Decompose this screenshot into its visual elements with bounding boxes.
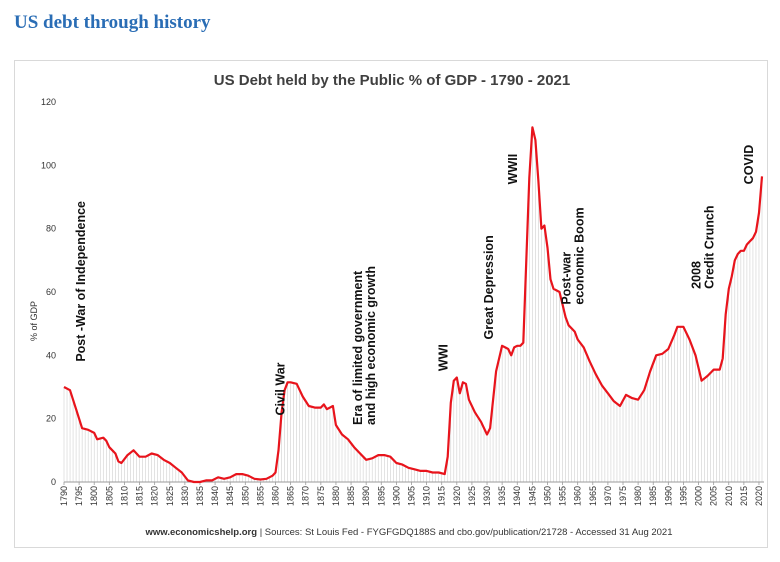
source-details: | Sources: St Louis Fed - FYGFGDQ188S an… [257, 527, 672, 538]
source-site: www.economicshelp.org [145, 527, 258, 538]
x-tick-label: 1930 [482, 486, 492, 506]
y-tick-label: 20 [46, 414, 56, 424]
annotation: Great Depression [482, 235, 496, 339]
x-tick-label: 1835 [195, 486, 205, 506]
x-tick-label: 1935 [497, 486, 507, 506]
area-hatching [63, 127, 763, 482]
x-tick-label: 1965 [588, 486, 598, 506]
annotation: Post-war economic Boom [560, 207, 587, 304]
x-tick-label: 1875 [316, 486, 326, 506]
y-tick-label: 0 [51, 477, 56, 487]
x-tick-label: 1830 [180, 486, 190, 506]
chart-title: US Debt held by the Public % of GDP - 17… [214, 72, 570, 89]
annotation-text: WWII [506, 154, 520, 185]
annotation: 2008 Credit Crunch [690, 205, 717, 288]
x-tick-label: 1905 [406, 486, 416, 506]
x-tick-labels: 1790 1795 1800 1805 1810 1815 1820 1825 1830 1835… [59, 482, 764, 506]
x-tick-label: 1985 [648, 486, 658, 506]
y-tick-label: 80 [46, 224, 56, 234]
x-tick-label: 2015 [739, 486, 749, 506]
annotation-text: Civil War [274, 362, 288, 415]
x-tick-label: 1980 [633, 486, 643, 506]
x-tick-label: 1880 [331, 486, 341, 506]
y-axis-label: % of GDP [29, 301, 39, 341]
x-tick-label: 1890 [361, 486, 371, 506]
x-tick-label: 1970 [603, 486, 613, 506]
x-tick-label: 1845 [225, 486, 235, 506]
series-line-layer [63, 126, 764, 484]
annotation-text: Post-war [560, 252, 574, 305]
x-tick-label: 1825 [165, 486, 175, 506]
chart-card: US Debt held by the Public % of GDP - 17… [14, 60, 768, 548]
x-tick-label: 2020 [754, 486, 764, 506]
x-tick-label: 1870 [301, 486, 311, 506]
x-tick-label: 1920 [452, 486, 462, 506]
annotation: Civil War [274, 362, 288, 415]
y-tick-label: 100 [41, 160, 56, 170]
x-tick-label: 1885 [346, 486, 356, 506]
x-tick-label: 1850 [240, 486, 250, 506]
debt-series-line [63, 126, 764, 484]
x-tick-label: 1915 [437, 486, 447, 506]
x-tick-label: 1960 [573, 486, 583, 506]
x-tick-label: 1950 [542, 486, 552, 506]
x-tick-label: 1815 [135, 486, 145, 506]
x-tick-label: 2005 [709, 486, 719, 506]
y-tick-labels: 0 20 40 60 80 100 120 [41, 97, 56, 487]
annotation-text: Credit Crunch [703, 205, 717, 288]
y-tick-label: 120 [41, 97, 56, 107]
x-tick-label: 1800 [89, 486, 99, 506]
x-tick-label: 1810 [119, 486, 129, 506]
annotation-text: and high economic growth [364, 266, 378, 425]
x-tick-label: 1805 [104, 486, 114, 506]
x-tick-label: 1840 [210, 486, 220, 506]
x-tick-label: 2010 [724, 486, 734, 506]
x-tick-label: 1790 [59, 486, 69, 506]
annotation-text: economic Boom [573, 207, 587, 304]
annotation: WWI [437, 344, 451, 371]
annotation-text: Post -War of Independence [74, 201, 88, 362]
annotations: Post -War of Independence Civil War Era of… [74, 145, 756, 425]
annotation-text: COVID [742, 145, 756, 185]
x-tick-label: 1975 [618, 486, 628, 506]
annotation-text: WWI [437, 344, 451, 371]
x-tick-label: 1940 [512, 486, 522, 506]
debt-chart: US Debt held by the Public % of GDP - 17… [29, 72, 764, 538]
x-tick-label: 2000 [694, 486, 704, 506]
annotation: COVID [742, 145, 756, 185]
x-tick-label: 1860 [271, 486, 281, 506]
page-heading: US debt through history [14, 12, 211, 33]
annotation: Post -War of Independence [74, 201, 88, 362]
x-tick-label: 1995 [678, 486, 688, 506]
x-tick-label: 1895 [376, 486, 386, 506]
annotation-text: Great Depression [482, 235, 496, 339]
x-tick-label: 1925 [467, 486, 477, 506]
source-note: www.economicshelp.org | Sources: St Loui… [145, 527, 673, 538]
x-tick-label: 1990 [663, 486, 673, 506]
x-tick-label: 1855 [255, 486, 265, 506]
annotation: WWII [506, 154, 520, 185]
y-tick-label: 40 [46, 350, 56, 360]
x-tick-label: 1820 [150, 486, 160, 506]
annotation-text: Era of limited government [351, 270, 365, 425]
x-tick-label: 1900 [391, 486, 401, 506]
x-tick-label: 1865 [286, 486, 296, 506]
x-tick-label: 1955 [558, 486, 568, 506]
y-tick-label: 60 [46, 287, 56, 297]
annotation-text: 2008 [690, 261, 704, 289]
x-tick-label: 1945 [527, 486, 537, 506]
x-tick-label: 1910 [422, 486, 432, 506]
annotation: Era of limited government and high econom… [351, 266, 378, 425]
x-tick-label: 1795 [74, 486, 84, 506]
